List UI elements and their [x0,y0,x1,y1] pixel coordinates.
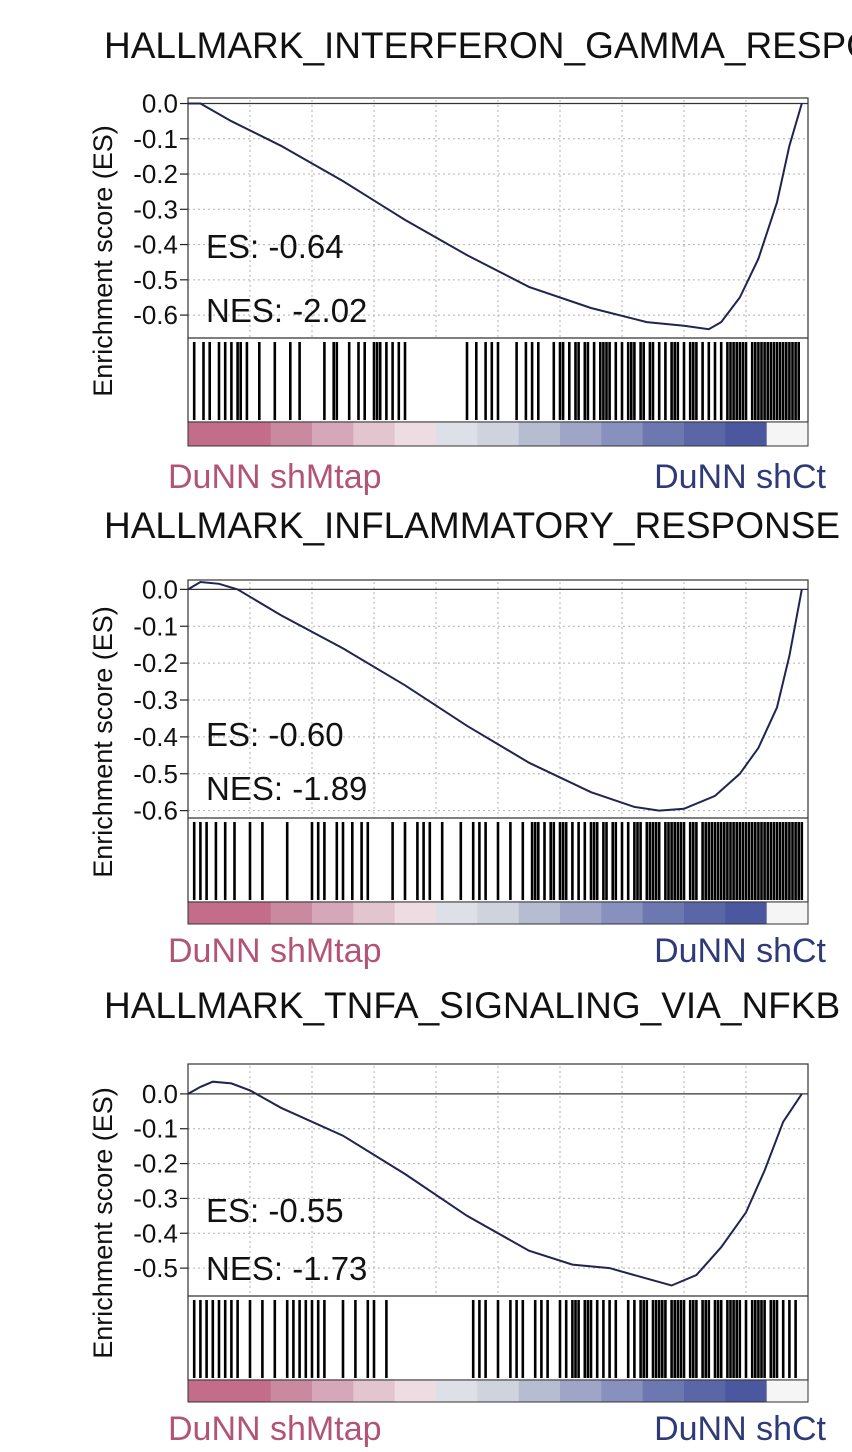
rank-gradient-segment [725,1380,768,1402]
y-axis-label: Enrichment score (ES) [88,606,118,878]
y-tick-label: -0.4 [133,1218,178,1248]
rank-gradient-segment [642,1380,685,1402]
rank-gradient-segment [684,902,726,924]
rank-gradient-segment [477,902,520,924]
y-axis-label: Enrichment score (ES) [88,125,118,397]
enrichment-plot-3: HALLMARK_TNFA_SIGNALING_VIA_NFKB 0.0 -0.1 -… [88,985,840,1448]
phenotype-label-right: DuNN shCt [654,932,826,970]
nes-value: NES: -1.73 [206,1250,367,1287]
rank-gradient-segment [353,422,396,446]
y-tick-label: 0.0 [142,574,178,604]
rank-gradient-segment [601,422,644,446]
rank-gradient-segment [766,902,809,924]
rank-gradient-segment [436,422,478,446]
rank-gradient-segment [684,422,726,446]
rank-gradient-segment [270,422,313,446]
y-tick-label: -0.3 [133,1183,178,1213]
nes-value: NES: -2.02 [206,292,367,329]
rank-gradient-segment [601,1380,644,1402]
rank-gradient-segment [312,902,354,924]
chart-title: HALLMARK_INFLAMMATORY_RESPONSE [104,505,840,546]
y-tick-label: 0.0 [142,1079,178,1109]
rank-gradient-segment [353,902,396,924]
es-value: ES: -0.60 [206,716,344,753]
rank-gradient-segment [601,902,644,924]
rank-gradient-segment [188,422,230,446]
rank-gradient-segment [518,422,561,446]
rank-gradient-segment [436,902,478,924]
phenotype-label-left: DuNN shMtap [168,932,382,970]
rank-gradient-segment [229,902,272,924]
rank-gradient-segment [477,422,520,446]
y-tick-label: -0.1 [133,124,178,154]
rank-gradient-segment [642,422,685,446]
y-tick-label: -0.1 [133,1114,178,1144]
phenotype-label-left: DuNN shMtap [168,1410,382,1448]
rank-gradient-segment [229,422,272,446]
rank-gradient-frame [187,421,809,447]
phenotype-label-right: DuNN shCt [654,458,826,496]
es-value: ES: -0.64 [206,228,344,265]
rank-gradient-segment [270,902,313,924]
enrichment-curve [187,1080,803,1287]
nes-value: NES: -1.89 [206,770,367,807]
rank-gradient-segment [560,902,602,924]
rank-gradient-segment [725,902,768,924]
phenotype-label-left: DuNN shMtap [168,458,382,496]
enrichment-curve [187,580,803,812]
rank-gradient-segment [229,1380,272,1402]
rank-gradient-segment [642,902,685,924]
y-tick-label: -0.4 [133,722,178,752]
rank-gradient-frame [187,901,809,925]
y-tick-label: 0.0 [142,89,178,119]
y-tick-label: -0.5 [133,265,178,295]
y-tick-label: -0.5 [133,759,178,789]
rank-gradient-segment [766,1380,809,1402]
rank-gradient-segment [560,422,602,446]
rank-gradient-segment [477,1380,520,1402]
es-value: ES: -0.55 [206,1192,344,1229]
y-axis-label: Enrichment score (ES) [88,1087,118,1359]
rank-gradient-segment [518,1380,561,1402]
y-tick-label: -0.2 [133,159,178,189]
y-tick-label: -0.2 [133,1149,178,1179]
rank-gradient-segment [394,902,437,924]
rank-gradient-segment [394,422,437,446]
y-tick-label: -0.1 [133,611,178,641]
phenotype-label-right: DuNN shCt [654,1410,826,1448]
y-tick-label: -0.2 [133,648,178,678]
rank-gradient-segment [188,902,230,924]
y-tick-label: -0.3 [133,194,178,224]
y-tick-label: -0.6 [133,796,178,826]
rank-gradient-segment [684,1380,726,1402]
rank-gradient-segment [518,902,561,924]
rank-gradient-segment [188,1380,230,1402]
chart-title: HALLMARK_INTERFERON_GAMMA_RESPONSE [104,25,852,66]
enrichment-curve [188,102,803,331]
y-tick-label: -0.3 [133,685,178,715]
rank-gradient-segment [725,422,768,446]
y-tick-label: -0.5 [133,1253,178,1283]
y-tick-label: -0.4 [133,230,178,260]
rank-gradient-segment [312,422,354,446]
rank-gradient-segment [766,422,809,446]
chart-title: HALLMARK_TNFA_SIGNALING_VIA_NFKB [104,985,840,1026]
rank-gradient-segment [394,1380,437,1402]
rank-gradient-segment [560,1380,602,1402]
rank-gradient-segment [270,1380,313,1402]
rank-gradient-segment [353,1380,396,1402]
rank-gradient-frame [187,1379,809,1403]
rank-gradient-segment [436,1380,478,1402]
rank-gradient-segment [312,1380,354,1402]
enrichment-plot-1: HALLMARK_INTERFERON_GAMMA_RESPONSE 0.0 -0.… [88,25,852,496]
enrichment-plot-2: HALLMARK_INFLAMMATORY_RESPONSE 0.0 -0.1 -0.… [88,505,840,970]
y-tick-label: -0.6 [133,300,178,330]
